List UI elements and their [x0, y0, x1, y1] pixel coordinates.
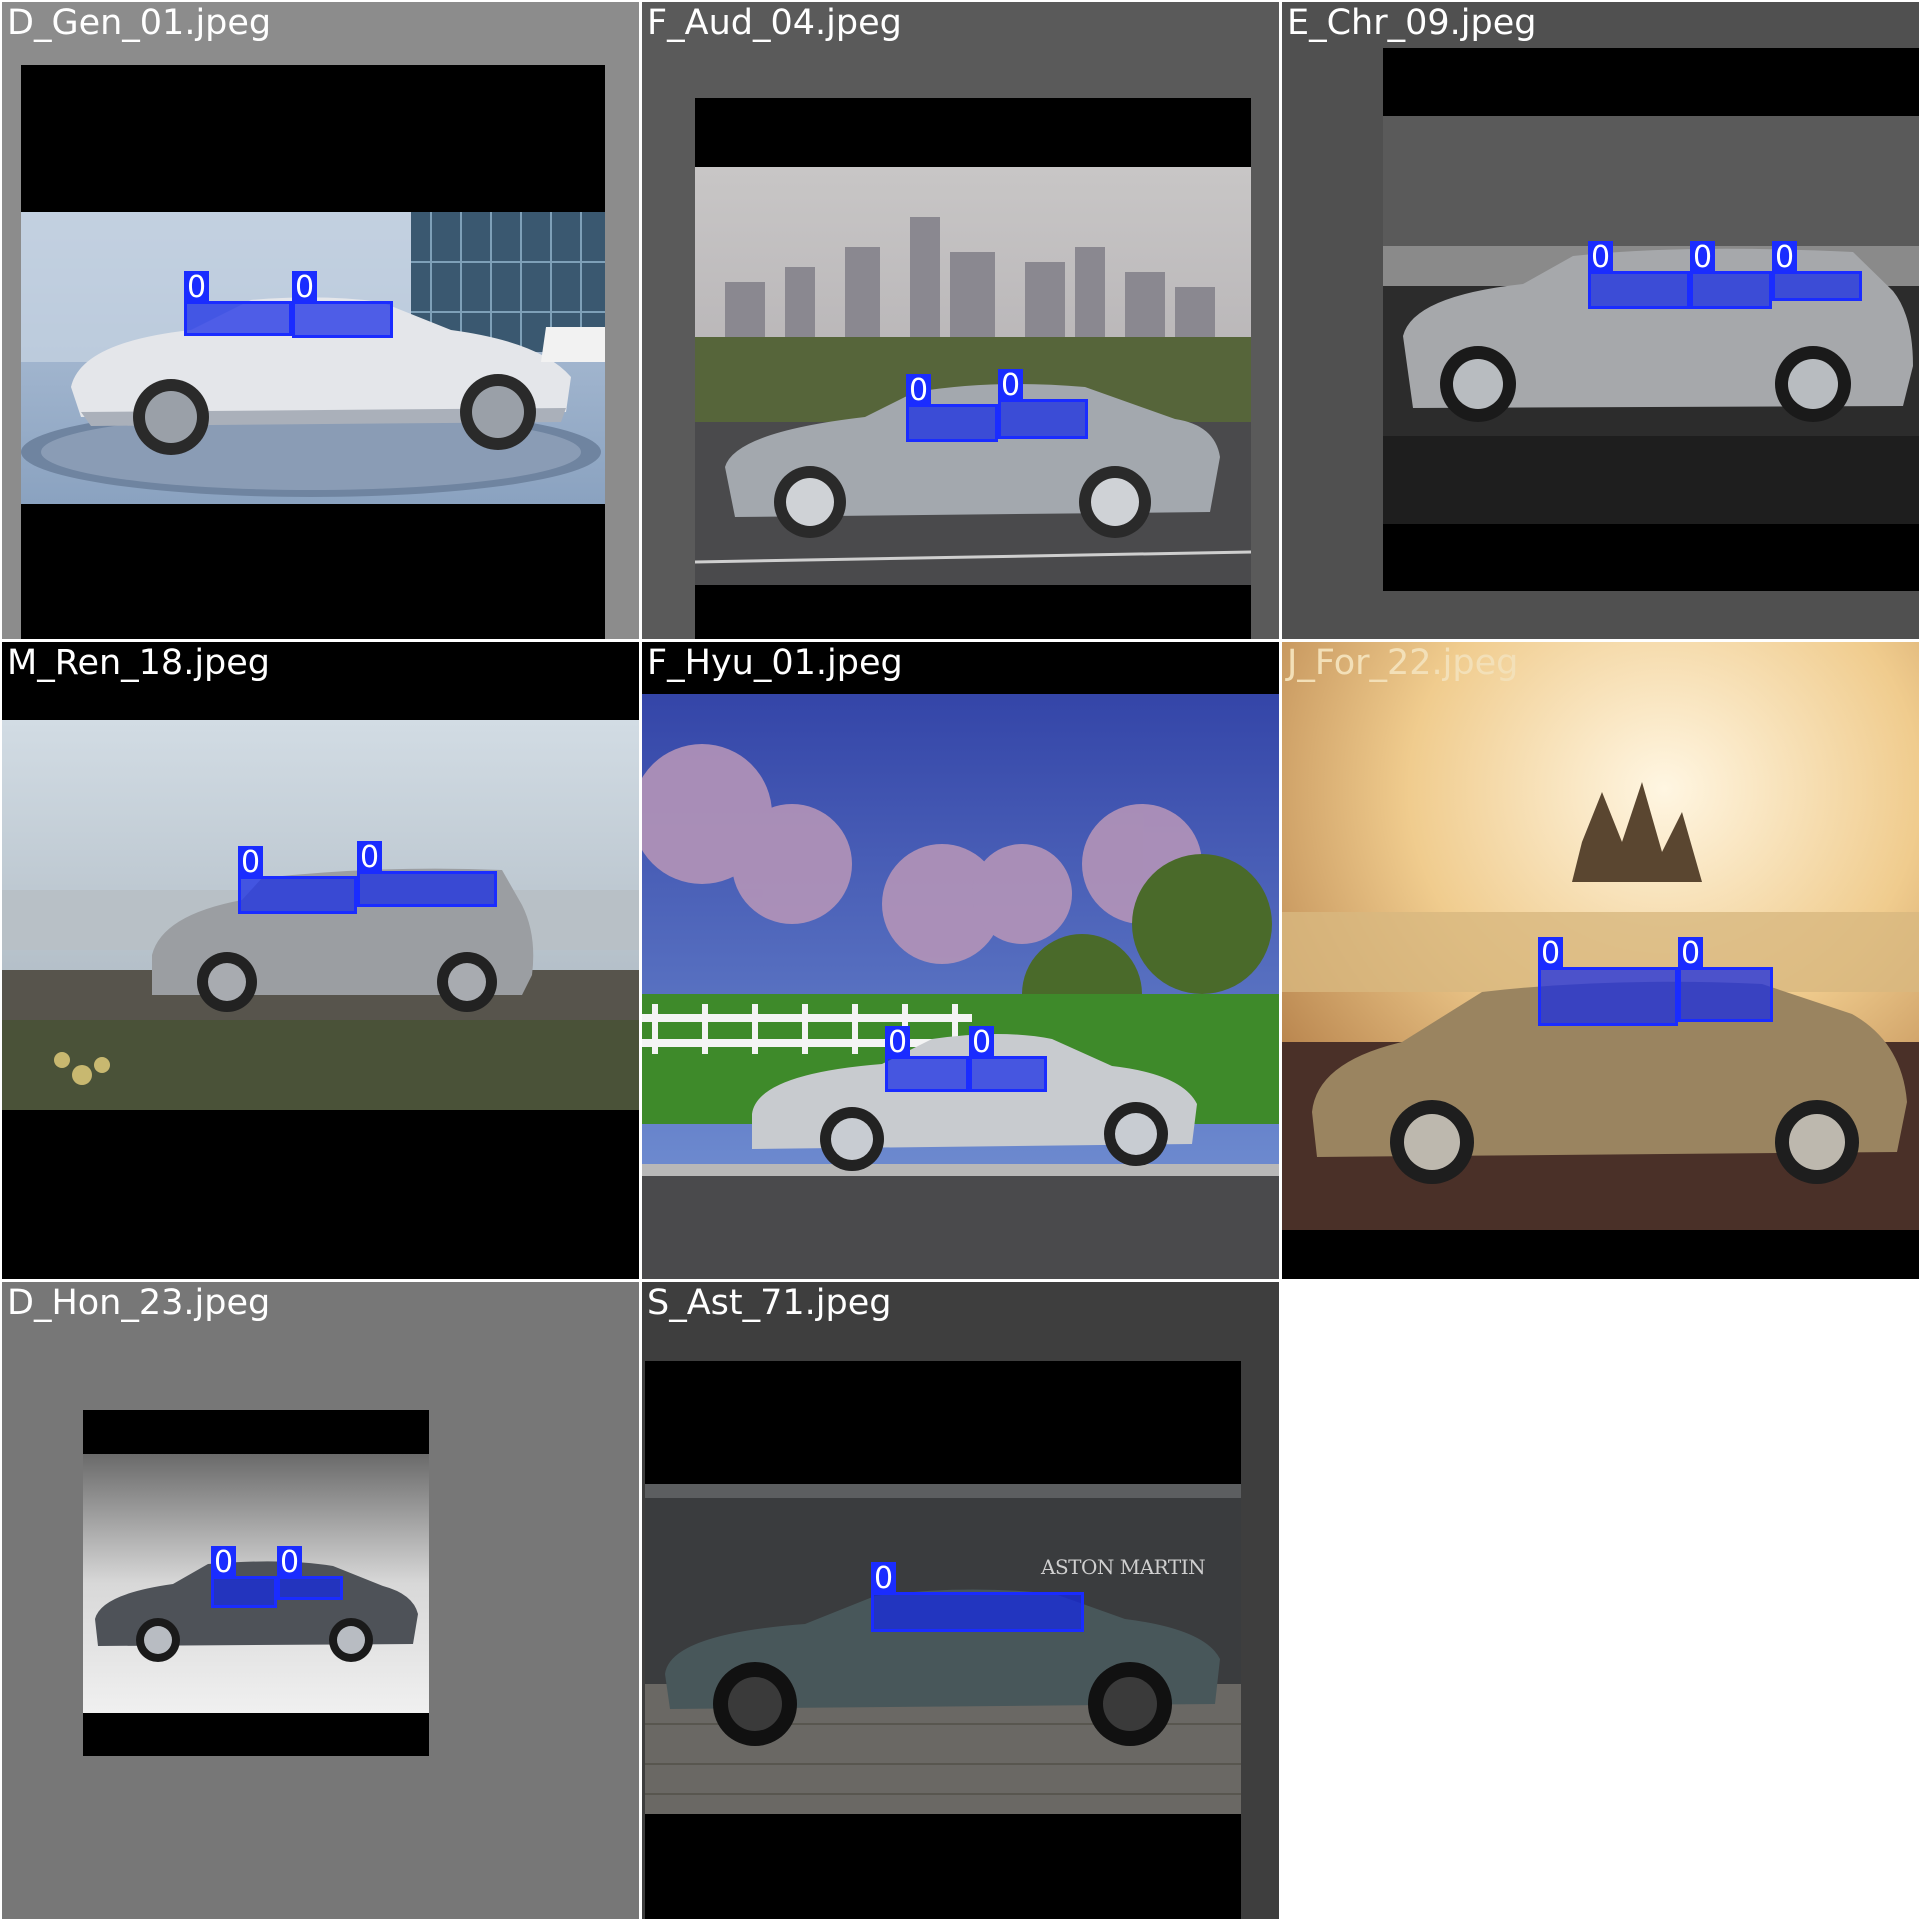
detection-box: 0	[184, 271, 292, 336]
class-label: 0	[1588, 241, 1614, 274]
detection-box: 0	[1588, 241, 1690, 309]
detection-box: 0	[1772, 241, 1862, 301]
car-photo	[21, 212, 605, 504]
class-label: 0	[871, 1562, 897, 1595]
detection-box: 0	[1678, 937, 1773, 1022]
detection-box: 0	[1690, 241, 1772, 309]
class-label: 0	[1690, 241, 1716, 274]
detection-box: 0	[292, 271, 393, 338]
class-label: 0	[885, 1026, 911, 1059]
detection-box: 0	[277, 1546, 343, 1600]
detection-box: 0	[871, 1562, 1084, 1632]
class-label: 0	[1678, 937, 1704, 970]
car-photo	[645, 1484, 1241, 1814]
tile-f-hyu-01: F_Hyu_01.jpeg	[642, 642, 1279, 1279]
detection-box: 0	[969, 1026, 1047, 1092]
class-label: 0	[998, 369, 1024, 402]
tile-m-ren-18: M_Ren_18.jpeg 0	[2, 642, 639, 1279]
class-label: 0	[277, 1546, 303, 1579]
tile-filename: D_Hon_23.jpeg	[7, 1283, 271, 1323]
car-photo	[1282, 642, 1919, 1230]
class-label: 0	[238, 846, 264, 879]
detection-box: 0	[998, 369, 1088, 439]
detection-box: 0	[238, 846, 357, 914]
detection-box: 0	[906, 374, 998, 442]
tile-filename: J_For_22.jpeg	[1287, 643, 1519, 683]
tile-e-chr-09: E_Chr_09.jpeg 0 0 0	[1282, 2, 1919, 639]
tile-j-for-22: J_For_22.jpeg 0 0	[1282, 642, 1919, 1279]
class-label: 0	[292, 271, 318, 304]
class-label: 0	[357, 841, 383, 874]
car-photo	[2, 720, 639, 1110]
car-photo	[642, 694, 1279, 1279]
tile-d-gen-01: D_Gen_01.jpeg	[2, 2, 639, 639]
tile-filename: D_Gen_01.jpeg	[7, 3, 272, 43]
detection-box: 0	[1538, 937, 1678, 1026]
class-label: 0	[1772, 241, 1798, 274]
tile-s-ast-71: S_Ast_71.jpeg ASTON MARTIN 0	[642, 1282, 1279, 1919]
car-photo	[695, 167, 1251, 585]
class-label: 0	[184, 271, 210, 304]
class-label: 0	[906, 374, 932, 407]
detection-box: 0	[885, 1026, 969, 1092]
tile-f-aud-04: F_Aud_04.jpeg	[642, 2, 1279, 639]
brand-sign: ASTON MARTIN	[1041, 1555, 1206, 1579]
tile-filename: E_Chr_09.jpeg	[1287, 3, 1537, 43]
tile-filename: F_Aud_04.jpeg	[647, 3, 902, 43]
detection-box: 0	[357, 841, 497, 907]
class-label: 0	[969, 1026, 995, 1059]
tile-filename: M_Ren_18.jpeg	[7, 643, 271, 683]
class-label: 0	[1538, 937, 1564, 970]
class-label: 0	[211, 1546, 237, 1579]
tile-d-hon-23: D_Hon_23.jpeg 0 0	[2, 1282, 639, 1919]
tile-filename: S_Ast_71.jpeg	[647, 1283, 892, 1323]
detection-box: 0	[211, 1546, 277, 1608]
tile-filename: F_Hyu_01.jpeg	[647, 643, 903, 683]
car-photo	[1383, 116, 1919, 524]
